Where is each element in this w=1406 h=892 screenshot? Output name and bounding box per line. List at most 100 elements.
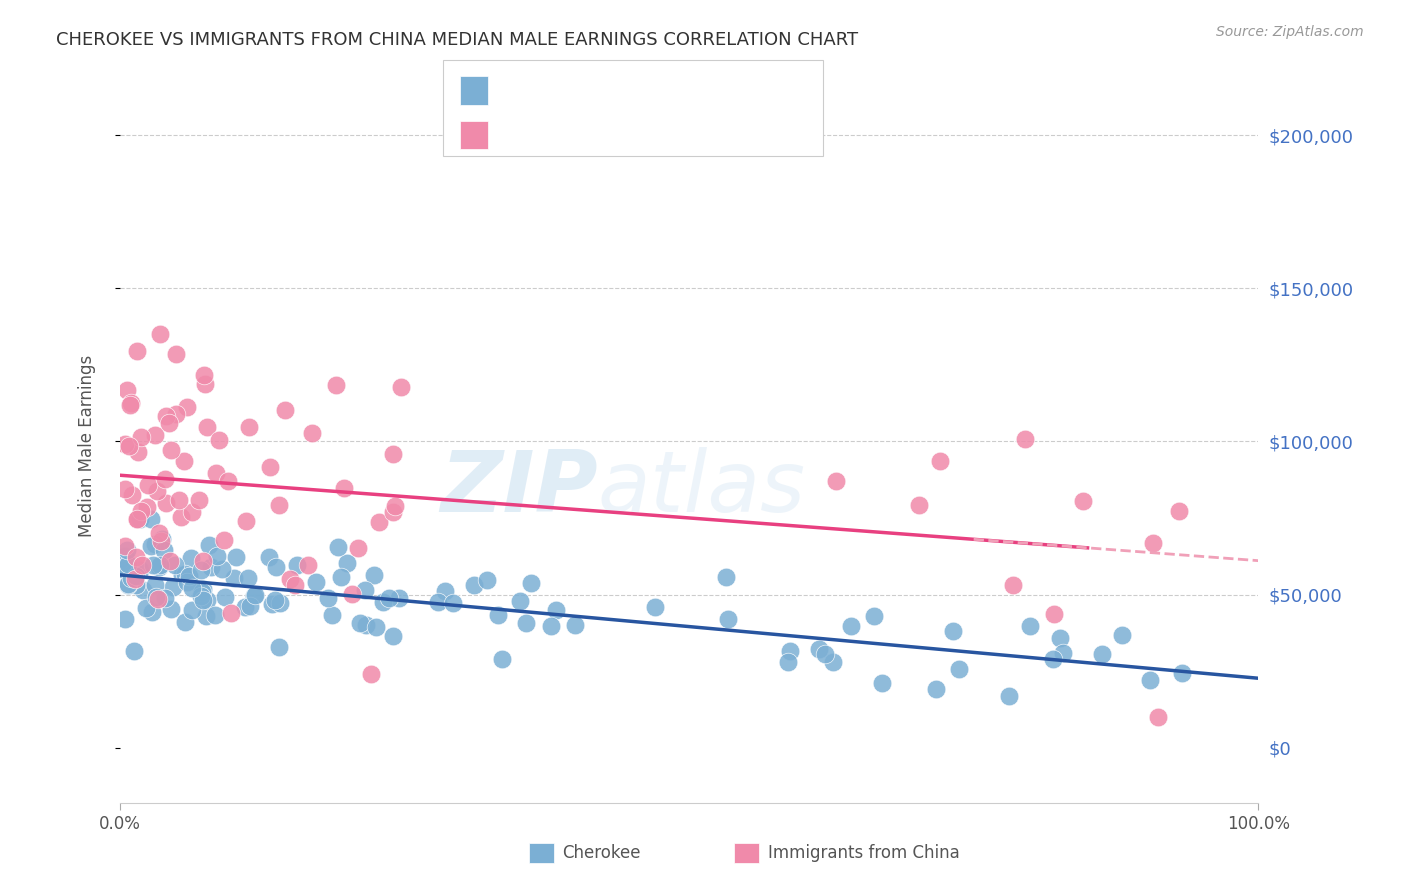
Point (117, 577, 139, 591)
Point (120, 396, 142, 410)
Point (129, 504, 152, 518)
Point (929, 454, 952, 468)
Point (388, 591, 411, 606)
Point (200, 560, 222, 574)
Point (382, 629, 405, 643)
Point (381, 447, 404, 461)
Point (159, 554, 181, 568)
Point (155, 409, 177, 423)
Point (368, 516, 391, 530)
Point (239, 599, 262, 614)
Point (118, 398, 141, 412)
Point (118, 439, 141, 453)
Point (122, 566, 145, 581)
Point (285, 558, 308, 572)
Point (114, 539, 136, 553)
Point (325, 378, 347, 392)
Point (225, 549, 247, 564)
Text: Source: ZipAtlas.com: Source: ZipAtlas.com (1216, 25, 1364, 39)
Point (187, 492, 209, 507)
Point (1042, 652, 1064, 666)
Point (125, 511, 148, 525)
Point (825, 474, 848, 488)
Point (193, 368, 215, 383)
Point (238, 420, 260, 434)
Point (1002, 578, 1025, 592)
Point (515, 615, 537, 630)
Point (329, 570, 352, 584)
Point (150, 534, 173, 549)
Point (190, 563, 212, 577)
Point (193, 593, 215, 607)
Point (434, 584, 457, 599)
Point (125, 569, 148, 583)
Point (364, 620, 387, 634)
Point (179, 569, 201, 583)
Point (149, 558, 172, 572)
Point (150, 533, 173, 547)
Point (181, 581, 204, 595)
Point (169, 510, 191, 524)
Point (146, 483, 169, 498)
Point (115, 383, 138, 397)
Point (360, 666, 382, 681)
Point (127, 512, 149, 526)
Point (1171, 665, 1194, 680)
Point (371, 594, 394, 608)
Point (124, 643, 146, 657)
Point (163, 558, 186, 572)
Point (326, 541, 349, 555)
Point (204, 607, 226, 622)
Point (125, 344, 148, 359)
Point (486, 608, 509, 623)
Point (172, 567, 194, 582)
Point (378, 591, 401, 605)
Point (321, 607, 343, 622)
Point (121, 488, 143, 502)
Text: ZIP: ZIP (440, 447, 598, 531)
Point (214, 590, 236, 604)
Point (160, 601, 183, 615)
Point (1091, 647, 1114, 661)
Point (145, 578, 167, 592)
Text: R =: R = (499, 81, 536, 100)
Point (173, 453, 195, 467)
Point (862, 608, 884, 623)
Point (212, 533, 235, 547)
Point (908, 498, 931, 512)
Point (717, 612, 740, 626)
Point (1014, 432, 1036, 446)
Point (269, 498, 291, 512)
Point (1071, 494, 1094, 508)
Point (273, 403, 295, 417)
Point (814, 648, 837, 662)
Point (128, 563, 150, 577)
Point (808, 642, 831, 657)
Point (139, 511, 162, 525)
Point (778, 656, 800, 670)
Point (257, 549, 280, 564)
Point (267, 640, 290, 654)
Point (193, 582, 215, 597)
Point (136, 477, 159, 491)
Point (519, 576, 541, 591)
Point (195, 419, 218, 434)
Point (948, 662, 970, 676)
Point (152, 543, 174, 558)
Point (779, 644, 801, 658)
Point (195, 592, 218, 607)
Point (153, 591, 176, 605)
Text: CHEROKEE VS IMMIGRANTS FROM CHINA MEDIAN MALE EARNINGS CORRELATION CHART: CHEROKEE VS IMMIGRANTS FROM CHINA MEDIAN… (56, 31, 859, 49)
Point (872, 676, 894, 690)
Point (1043, 607, 1066, 621)
Point (128, 512, 150, 526)
Point (823, 655, 845, 669)
Point (125, 549, 148, 564)
Point (125, 578, 148, 592)
Point (135, 600, 157, 615)
Point (131, 558, 153, 573)
Text: N =: N = (614, 126, 651, 144)
Point (384, 499, 406, 513)
Point (145, 590, 167, 604)
Point (132, 582, 155, 597)
